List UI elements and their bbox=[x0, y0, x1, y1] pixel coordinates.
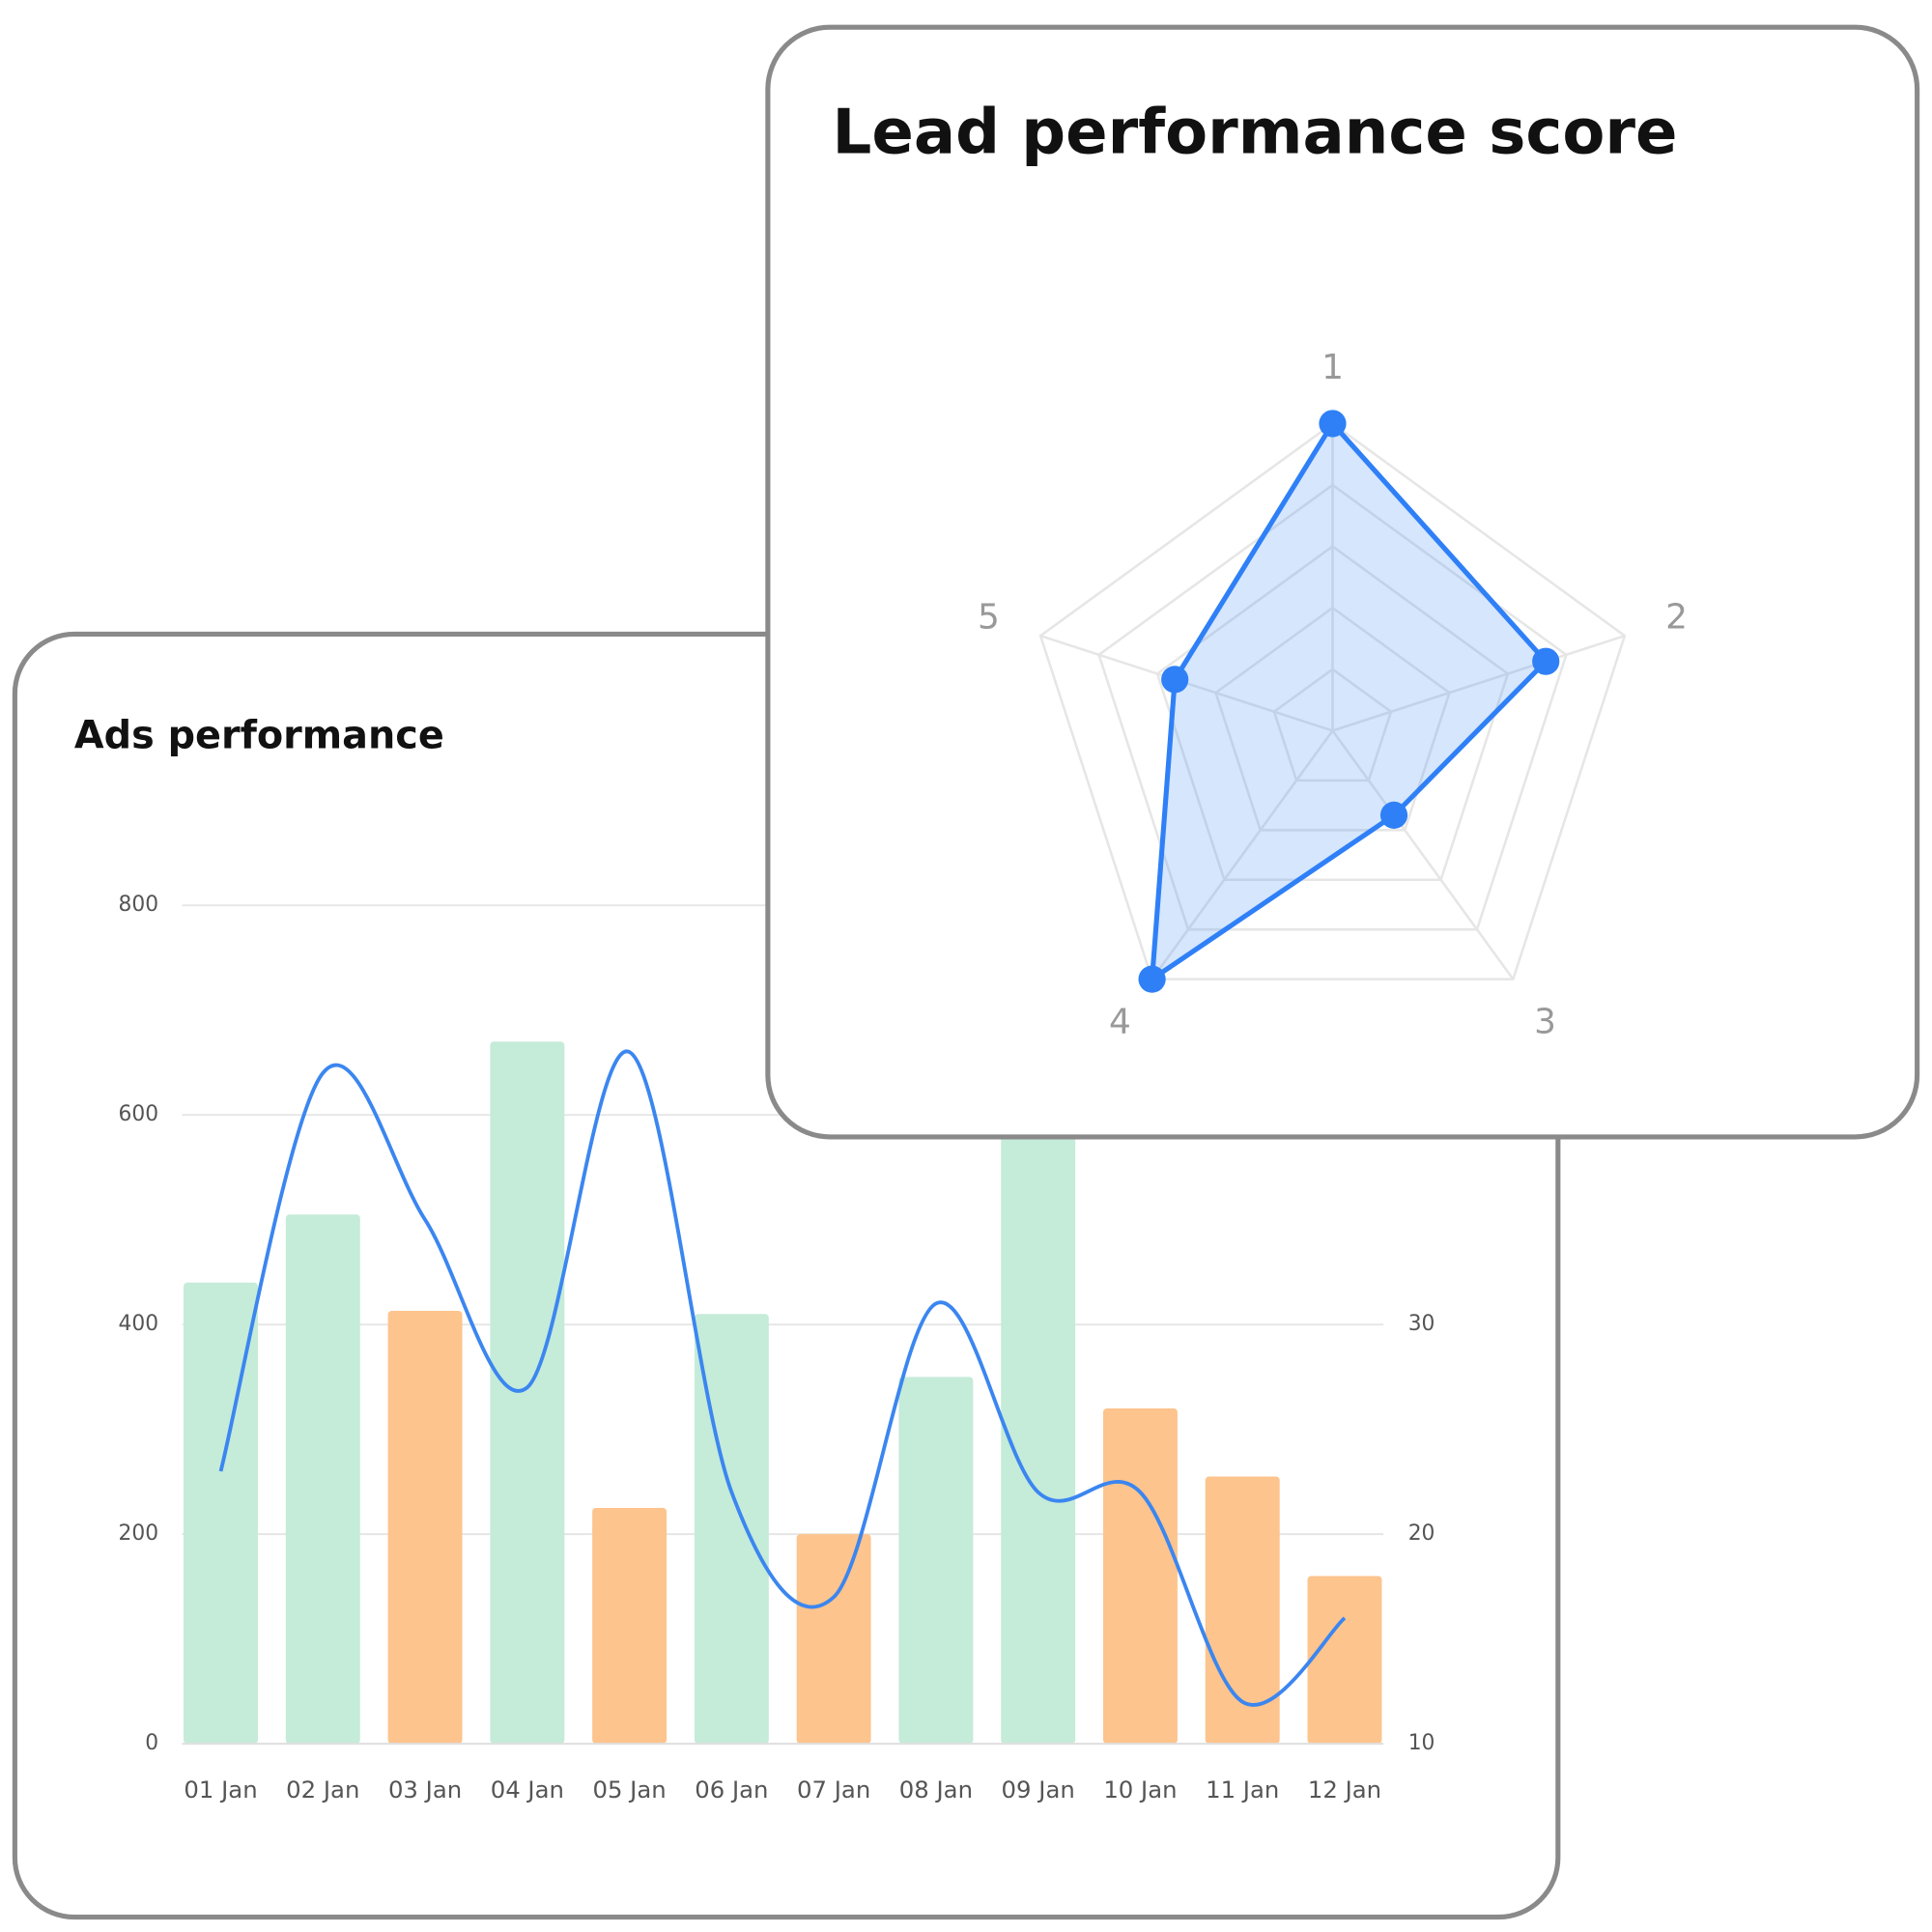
spoke bbox=[1332, 634, 1626, 732]
x-tick-label: 03 Jan bbox=[388, 1776, 462, 1804]
x-tick-label: 06 Jan bbox=[695, 1776, 768, 1804]
grid-ring bbox=[1097, 483, 1568, 931]
bar bbox=[184, 1282, 258, 1745]
bar bbox=[1102, 1407, 1178, 1745]
x-tick-label: 08 Jan bbox=[899, 1776, 973, 1804]
radar-point bbox=[1138, 965, 1166, 993]
radar-area bbox=[1150, 420, 1548, 982]
y-tick-label: 400 bbox=[119, 1312, 159, 1336]
spoke bbox=[1151, 729, 1334, 980]
bar bbox=[285, 1214, 360, 1745]
card-title: Lead performance score bbox=[833, 98, 1678, 169]
lead-card: Lead performance score 1 2 3 4 5 bbox=[765, 24, 1920, 1140]
x-tick-label: 05 Jan bbox=[592, 1776, 666, 1804]
y2-tick-label: 30 bbox=[1408, 1312, 1435, 1336]
x-tick-label: 01 Jan bbox=[184, 1776, 257, 1804]
y-tick-label: 200 bbox=[119, 1521, 159, 1546]
bar bbox=[1307, 1576, 1382, 1745]
x-tick-label: 02 Jan bbox=[286, 1776, 359, 1804]
axis-label: 2 bbox=[1665, 598, 1688, 638]
grid-ring bbox=[1272, 668, 1393, 782]
grid-ring bbox=[1214, 606, 1451, 832]
x-tick-label: 04 Jan bbox=[491, 1776, 564, 1804]
x-tick-label: 11 Jan bbox=[1206, 1776, 1279, 1804]
y2-tick-label: 10 bbox=[1408, 1731, 1435, 1755]
y-tick-label: 600 bbox=[119, 1102, 159, 1126]
bar bbox=[592, 1508, 668, 1745]
grid-ring bbox=[1038, 421, 1627, 980]
spoke bbox=[1331, 729, 1515, 980]
x-tick-label: 10 Jan bbox=[1103, 1776, 1177, 1804]
bar bbox=[1001, 1009, 1076, 1745]
card-frame bbox=[765, 24, 1920, 1140]
card-title: Ads performance bbox=[74, 714, 444, 758]
bar bbox=[490, 1041, 565, 1745]
x-tick-label: 07 Jan bbox=[797, 1776, 870, 1804]
bar bbox=[387, 1311, 463, 1745]
axis-label: 1 bbox=[1321, 348, 1344, 387]
axis-label: 3 bbox=[1534, 1002, 1556, 1041]
radar-point bbox=[1319, 410, 1347, 438]
x-tick-label: 12 Jan bbox=[1308, 1776, 1381, 1804]
radar-point bbox=[1532, 647, 1560, 675]
axis-label: 4 bbox=[1109, 1002, 1131, 1041]
grid-ring bbox=[1155, 545, 1510, 882]
radar-point bbox=[1161, 666, 1189, 694]
line bbox=[218, 1049, 1347, 1707]
bar bbox=[898, 1377, 974, 1745]
y2-tick-label: 20 bbox=[1408, 1521, 1435, 1546]
y-tick-label: 0 bbox=[145, 1731, 158, 1755]
radar-point bbox=[1379, 801, 1408, 829]
y-tick-label: 800 bbox=[119, 893, 159, 917]
bar bbox=[796, 1534, 871, 1745]
axis-label: 5 bbox=[978, 598, 1000, 638]
x-tick-label: 09 Jan bbox=[1002, 1776, 1075, 1804]
